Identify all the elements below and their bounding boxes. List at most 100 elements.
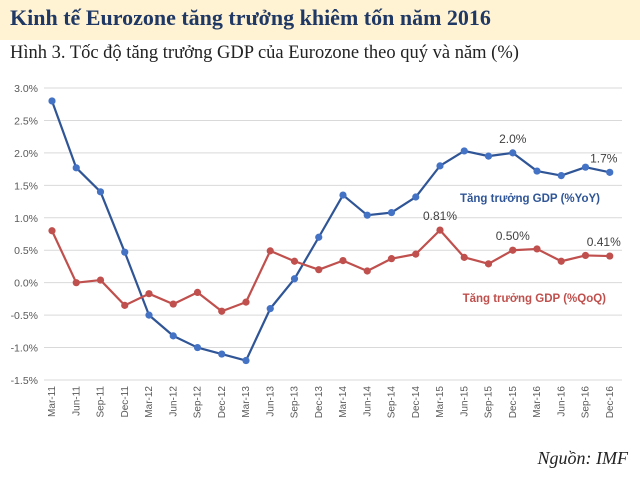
x-tick-label: Dec-12 <box>217 386 228 419</box>
data-point-qoq <box>169 300 177 308</box>
legend-label-qoq: Tăng trưởng GDP (%QoQ) <box>463 293 607 305</box>
y-tick-label: 0.5% <box>14 245 38 257</box>
data-point-qoq <box>290 257 299 265</box>
data-point-yoy <box>460 147 468 155</box>
x-tick-label: Mar-16 <box>532 386 543 418</box>
data-point-yoy <box>242 356 250 365</box>
data-point-yoy <box>412 193 420 201</box>
data-point-yoy <box>218 350 226 358</box>
y-tick-label: -0.5% <box>11 310 38 322</box>
x-tick-label: Mar-14 <box>338 386 349 418</box>
data-point-qoq <box>315 266 323 274</box>
data-point-yoy <box>72 164 80 172</box>
data-point-qoq <box>557 257 565 265</box>
x-tick-label: Mar-15 <box>435 386 446 418</box>
page-title: Kinh tế Eurozone tăng trưởng khiêm tốn n… <box>10 5 491 30</box>
x-tick-label: Dec-14 <box>411 386 422 419</box>
x-tick-label: Jun-15 <box>459 386 470 417</box>
x-tick-label: Mar-13 <box>241 386 252 418</box>
y-tick-label: 1.0% <box>14 213 38 225</box>
y-tick-label: -1.0% <box>11 343 38 355</box>
header-band <box>0 0 640 40</box>
grid-lines <box>44 87 622 381</box>
data-point-qoq <box>484 260 493 268</box>
series-line-qoq <box>51 229 610 313</box>
data-point-yoy <box>581 163 590 171</box>
data-point-qoq <box>72 279 80 287</box>
data-point-qoq <box>412 250 420 258</box>
x-tick-label: Sep-15 <box>484 386 495 419</box>
x-tick-label: Sep-14 <box>387 386 398 419</box>
data-point-qoq <box>48 227 56 235</box>
legend-label-yoy: Tăng trưởng GDP (%YoY) <box>460 193 600 205</box>
data-point-qoq <box>218 307 226 315</box>
data-point-qoq <box>363 267 371 275</box>
data-point-yoy <box>169 332 177 340</box>
y-tick-label: -1.5% <box>11 375 38 387</box>
data-point-yoy <box>533 167 541 175</box>
x-tick-label: Dec-16 <box>605 386 616 419</box>
y-tick-label: 3.0% <box>14 83 38 95</box>
legend: Tăng trưởng GDP (%YoY) Tăng trưởng GDP (%… <box>460 193 606 305</box>
data-label: 0.81% <box>423 209 457 223</box>
data-point-qoq <box>266 247 274 255</box>
data-point-yoy <box>509 149 517 157</box>
data-point-qoq <box>96 276 105 284</box>
x-tick-label: Sep-16 <box>581 386 592 419</box>
series-line-yoy <box>50 100 610 362</box>
data-point-qoq <box>460 253 468 261</box>
data-point-yoy <box>339 191 347 199</box>
source-note: Nguồn: IMF <box>537 448 628 468</box>
data-point-yoy <box>193 343 202 352</box>
data-point-qoq <box>509 246 517 254</box>
y-axis-ticks: 3.0% 2.5% 2.0% 1.5% 1.0% 0.5% 0.0% -0.5% -1.0% -1… <box>11 83 38 387</box>
data-label: 0.50% <box>496 229 530 243</box>
data-point-yoy <box>606 168 614 176</box>
x-tick-label: Jun-12 <box>168 386 179 417</box>
data-point-qoq <box>533 245 541 253</box>
data-point-yoy <box>436 162 444 170</box>
data-point-yoy <box>484 152 493 160</box>
x-tick-label: Dec-15 <box>508 386 519 419</box>
data-point-qoq <box>242 298 250 306</box>
data-point-qoq <box>387 255 396 263</box>
data-point-qoq <box>339 257 347 265</box>
data-point-qoq <box>581 251 590 260</box>
y-tick-label: 1.5% <box>14 180 38 192</box>
data-point-yoy <box>145 311 153 319</box>
data-point-yoy <box>48 97 56 105</box>
x-tick-label: Jun-16 <box>556 386 567 417</box>
data-label: 2.0% <box>499 132 527 146</box>
x-tick-label: Dec-13 <box>314 386 325 419</box>
data-labels: 2.0% 1.7% 0.81% 0.50% 0.41% <box>423 132 621 249</box>
data-point-yoy <box>266 305 274 313</box>
data-point-yoy <box>290 275 299 283</box>
y-tick-label: 0.0% <box>14 278 38 290</box>
data-point-yoy <box>557 172 565 180</box>
x-tick-label: Jun-14 <box>362 386 373 417</box>
data-point-yoy <box>387 208 396 217</box>
data-point-yoy <box>315 233 323 241</box>
data-point-yoy <box>363 211 371 219</box>
data-point-yoy <box>121 248 129 256</box>
data-point-qoq <box>436 226 444 234</box>
x-tick-label: Mar-12 <box>144 386 155 418</box>
data-point-qoq <box>145 290 153 298</box>
data-point-yoy <box>96 188 105 196</box>
data-label: 1.7% <box>590 151 618 165</box>
data-label: 0.41% <box>587 235 621 249</box>
x-tick-label: Sep-12 <box>193 386 204 419</box>
x-tick-label: Mar-11 <box>47 386 58 417</box>
x-tick-label: Jun-13 <box>265 386 276 417</box>
y-tick-label: 2.5% <box>14 115 38 127</box>
x-tick-label: Jun-11 <box>71 386 82 416</box>
data-point-qoq <box>193 288 202 296</box>
x-tick-label: Dec-11 <box>120 386 131 418</box>
x-axis-ticks: Mar-11 Jun-11 Sep-11 Dec-11 Mar-12 Jun-12 Sep-… <box>47 386 616 419</box>
x-tick-label: Sep-11 <box>96 386 107 418</box>
x-tick-label: Sep-13 <box>290 386 301 419</box>
series-lines <box>48 97 614 365</box>
chart-title: Hình 3. Tốc độ tăng trưởng GDP của Euroz… <box>10 43 519 63</box>
y-tick-label: 2.0% <box>14 148 38 160</box>
